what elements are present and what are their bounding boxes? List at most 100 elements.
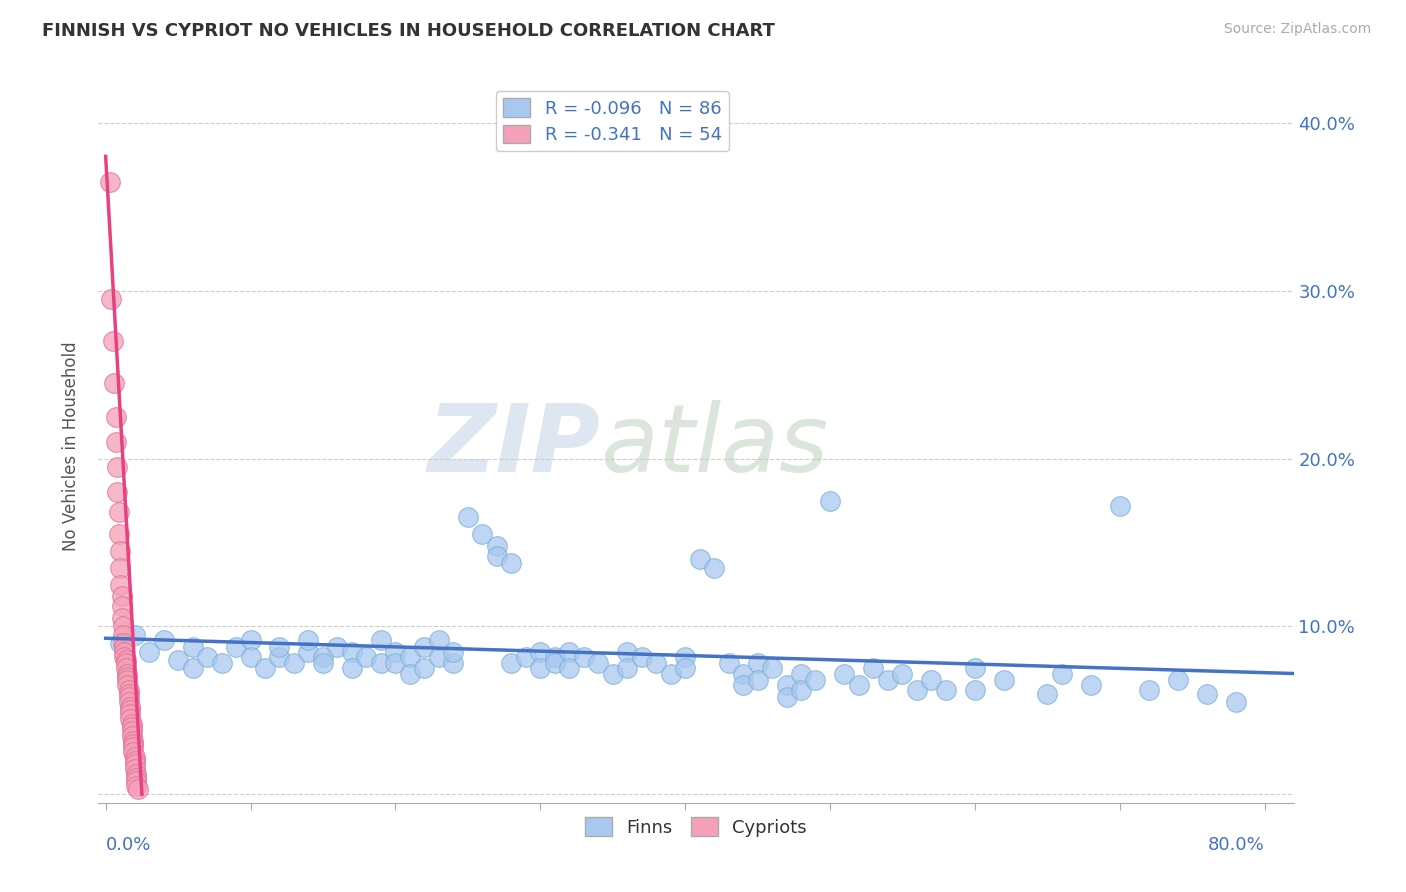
Point (127, 782, 149, 797)
Point (239, 649, 262, 664)
Point (114, 645, 136, 659)
Point (413, 640, 436, 654)
Point (107, 505, 129, 519)
Point (125, 771, 148, 785)
Y-axis label: No Vehicles in Household: No Vehicles in Household (62, 341, 80, 551)
Point (689, 552, 711, 566)
Point (616, 645, 638, 659)
Point (1036, 687, 1059, 701)
Point (501, 657, 523, 671)
Point (100, 292, 122, 306)
Point (211, 657, 233, 671)
Point (118, 683, 141, 698)
Point (108, 544, 131, 558)
Point (112, 619, 135, 633)
Point (125, 774, 148, 789)
Point (104, 434, 127, 449)
Point (920, 673, 942, 688)
Point (125, 767, 148, 781)
Point (905, 683, 928, 698)
Point (427, 632, 450, 647)
Point (630, 649, 652, 664)
Point (112, 636, 135, 650)
Point (117, 678, 139, 692)
Point (544, 657, 567, 671)
Point (124, 754, 146, 768)
Point (312, 649, 335, 664)
Legend: Finns, Cypriots: Finns, Cypriots (578, 810, 814, 844)
Point (297, 632, 319, 647)
Point (572, 649, 595, 664)
Point (117, 673, 139, 688)
Point (804, 673, 827, 688)
Point (122, 733, 145, 747)
Point (297, 645, 319, 659)
Point (441, 645, 464, 659)
Point (108, 560, 131, 574)
Point (110, 611, 132, 625)
Point (108, 577, 131, 591)
Point (384, 645, 406, 659)
Point (935, 683, 957, 698)
Point (125, 779, 148, 793)
Point (501, 556, 523, 570)
Point (124, 750, 146, 764)
Point (370, 657, 392, 671)
Point (115, 661, 138, 675)
Point (645, 657, 668, 671)
Point (399, 649, 422, 664)
Point (1050, 666, 1073, 681)
Point (399, 666, 422, 681)
Point (1080, 678, 1102, 692)
Point (485, 549, 508, 563)
Point (485, 539, 508, 553)
Point (121, 723, 143, 738)
Point (673, 649, 696, 664)
Point (370, 632, 392, 647)
Point (312, 657, 335, 671)
Point (963, 661, 986, 675)
Point (457, 510, 479, 524)
Point (602, 666, 624, 681)
Point (253, 661, 276, 675)
Text: 0.0%: 0.0% (105, 837, 150, 855)
Point (340, 661, 363, 675)
Point (790, 666, 813, 681)
Point (340, 645, 363, 659)
Point (110, 599, 132, 614)
Point (101, 334, 124, 348)
Text: atlas: atlas (600, 401, 828, 491)
Point (167, 653, 190, 667)
Point (717, 657, 740, 671)
Point (963, 683, 986, 698)
Text: 80.0%: 80.0% (1208, 837, 1264, 855)
Point (1137, 683, 1160, 698)
Point (118, 690, 141, 704)
Point (118, 687, 141, 701)
Point (427, 649, 450, 664)
Point (1195, 687, 1218, 701)
Point (118, 695, 141, 709)
Point (731, 666, 754, 681)
Point (747, 673, 769, 688)
Point (152, 632, 174, 647)
Point (703, 560, 725, 574)
Point (775, 690, 797, 704)
Point (877, 673, 900, 688)
Point (114, 649, 136, 664)
Point (121, 717, 143, 731)
Point (747, 657, 769, 671)
Point (124, 628, 146, 642)
Point (558, 661, 581, 675)
Point (558, 645, 581, 659)
Point (117, 670, 139, 684)
Point (761, 661, 783, 675)
Point (108, 636, 131, 650)
Point (115, 653, 138, 667)
Point (891, 666, 914, 681)
Point (98, 175, 121, 189)
Point (120, 703, 142, 717)
Point (115, 657, 138, 671)
Point (356, 649, 378, 664)
Point (775, 678, 797, 692)
